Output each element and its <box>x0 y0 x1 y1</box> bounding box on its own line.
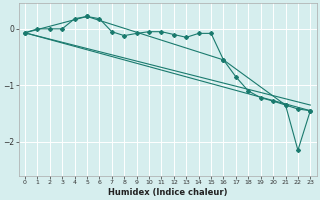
X-axis label: Humidex (Indice chaleur): Humidex (Indice chaleur) <box>108 188 228 197</box>
